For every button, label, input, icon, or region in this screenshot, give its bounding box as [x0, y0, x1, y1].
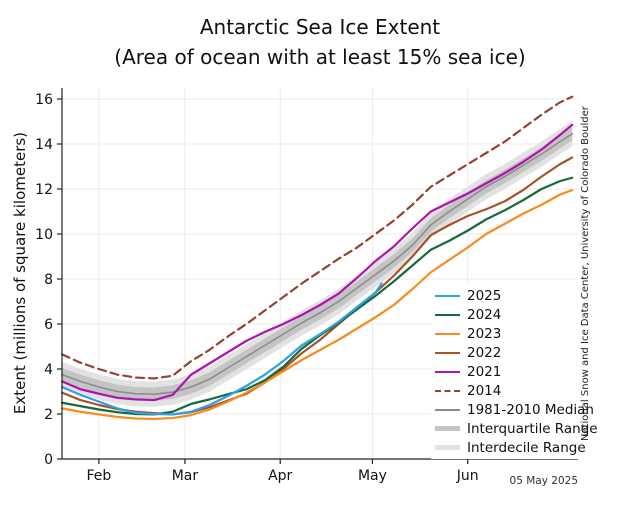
y-tick-label: 8 [44, 272, 53, 288]
legend-swatch-icon [435, 351, 460, 354]
series-line-2014 [60, 95, 574, 380]
legend-label: 2022 [467, 344, 502, 361]
legend-label: 2024 [467, 306, 502, 323]
legend-swatch-icon [435, 389, 460, 392]
series-line-1981-2010-Median [61, 133, 574, 396]
legend-row-2021: 2021 [435, 362, 598, 381]
y-tick-label: 12 [35, 182, 53, 198]
x-tick-label: Feb [86, 468, 111, 484]
series-line-2021 [60, 123, 574, 402]
legend-row-2024: 2024 [435, 305, 598, 324]
legend-label: Interdecile Range [467, 439, 586, 456]
legend-swatch-icon [435, 294, 460, 297]
legend: 2025 2024 2023 2022 2021 2014 1981-2010 Median… [431, 284, 602, 459]
x-tick-label: Mar [172, 468, 199, 484]
legend-row-interdecile-range: Interdecile Range [435, 438, 598, 457]
y-tick-label: 14 [35, 137, 53, 153]
legend-label: 1981-2010 Median [467, 401, 594, 418]
y-tick-label: 16 [35, 92, 53, 108]
legend-row-2025: 2025 [435, 286, 598, 305]
legend-swatch-icon [435, 426, 460, 431]
chart-title: Antarctic Sea Ice Extent [199, 15, 441, 39]
legend-swatch-icon [435, 408, 460, 411]
date-stamp: 05 May 2025 [509, 475, 578, 487]
y-tick-label: 6 [44, 317, 53, 333]
y-tick-label: 4 [44, 362, 53, 378]
legend-swatch-icon [435, 332, 460, 335]
chart-title-block: Antarctic Sea Ice Extent (Area of ocean … [62, 12, 578, 72]
interdecile-range-band [62, 121, 573, 407]
legend-label: 2014 [467, 382, 502, 399]
legend-label: 2025 [467, 287, 502, 304]
legend-row-interquartile-range: Interquartile Range [435, 419, 598, 438]
legend-row-2022: 2022 [435, 343, 598, 362]
series-line-2023 [60, 189, 574, 421]
legend-label: 2021 [467, 363, 502, 380]
legend-label: 2023 [467, 325, 502, 342]
x-tick-label: Apr [268, 468, 292, 484]
x-tick-label: Jun [456, 468, 479, 484]
legend-swatch-icon [435, 445, 460, 450]
legend-swatch-icon [435, 313, 460, 316]
legend-row-2023: 2023 [435, 324, 598, 343]
y-tick-label: 2 [44, 407, 53, 423]
y-tick-label: 10 [35, 227, 53, 243]
legend-swatch-icon [435, 370, 460, 373]
legend-label: Interquartile Range [467, 420, 598, 437]
chart-subtitle: (Area of ocean with at least 15% sea ice… [114, 45, 526, 69]
legend-row-1981-2010-median: 1981-2010 Median [435, 400, 598, 419]
credit-vertical-text: National Snow and Ice Data Center, Unive… [580, 106, 591, 442]
series-line-2025 [60, 282, 383, 416]
y-tick-label: 0 [44, 452, 53, 468]
legend-row-2014: 2014 [435, 381, 598, 400]
x-tick-label: May [358, 468, 387, 484]
